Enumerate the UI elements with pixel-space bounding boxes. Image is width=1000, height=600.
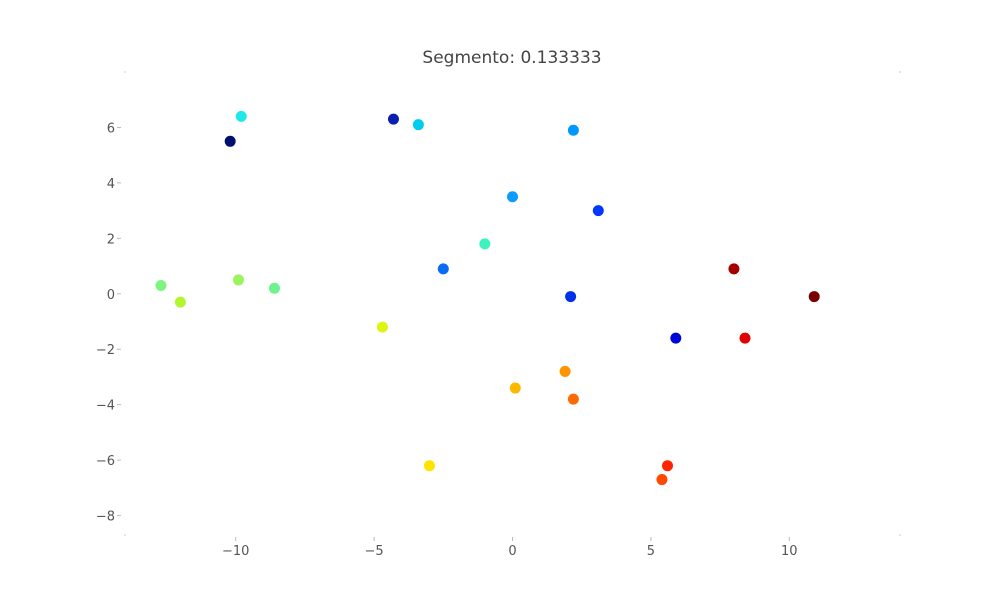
scatter-point: [387, 113, 399, 125]
scatter-point: [728, 263, 740, 275]
scatter-point: [592, 205, 604, 217]
corner-marker: [899, 71, 901, 73]
x-tick-label: 10: [781, 544, 798, 559]
scatter-point: [662, 460, 673, 472]
scatter-point: [437, 263, 449, 275]
y-tick-label: 6: [107, 121, 115, 136]
scatter-point: [155, 279, 167, 291]
scatter-point: [656, 474, 668, 486]
scatter-point: [174, 296, 186, 308]
corner-marker: [899, 534, 901, 536]
y-tick-label: −8: [96, 510, 115, 525]
axes: −10 −5 0 5 10 6 4 2 0 −2 −4 −6 −8: [96, 71, 901, 559]
scatter-point: [739, 332, 751, 344]
x-tick-label: −5: [365, 544, 384, 559]
x-tick-label: 5: [647, 544, 655, 559]
x-tick-label: −10: [222, 544, 249, 559]
y-tick-label: 2: [107, 232, 115, 247]
scatter-point: [509, 382, 521, 394]
scatter-point: [808, 291, 820, 303]
scatter-point: [565, 291, 577, 303]
scatter-point: [268, 282, 280, 294]
y-tick-label: −6: [96, 454, 115, 469]
scatter-point: [507, 191, 518, 203]
corner-marker: [124, 71, 126, 73]
scatter-point: [559, 365, 571, 377]
scatter-point: [412, 119, 424, 131]
y-tick-label: 4: [107, 177, 115, 192]
scatter-point: [479, 238, 491, 250]
y-tick-label: −4: [96, 399, 115, 414]
x-tick-label: 0: [508, 544, 516, 559]
y-tick-label: −2: [96, 343, 115, 358]
scatter-point: [235, 110, 247, 122]
scatter-point: [567, 124, 579, 136]
data-points: [155, 110, 820, 486]
chart-title: Segmento: 0.133333: [422, 48, 601, 68]
scatter-point: [376, 321, 388, 333]
scatter-point: [232, 274, 244, 286]
corner-marker: [124, 534, 126, 536]
scatter-point: [567, 393, 579, 405]
scatter-point: [224, 135, 236, 147]
scatter-point: [423, 460, 435, 472]
scatter-point: [670, 332, 682, 344]
y-tick-label: 0: [107, 288, 115, 303]
